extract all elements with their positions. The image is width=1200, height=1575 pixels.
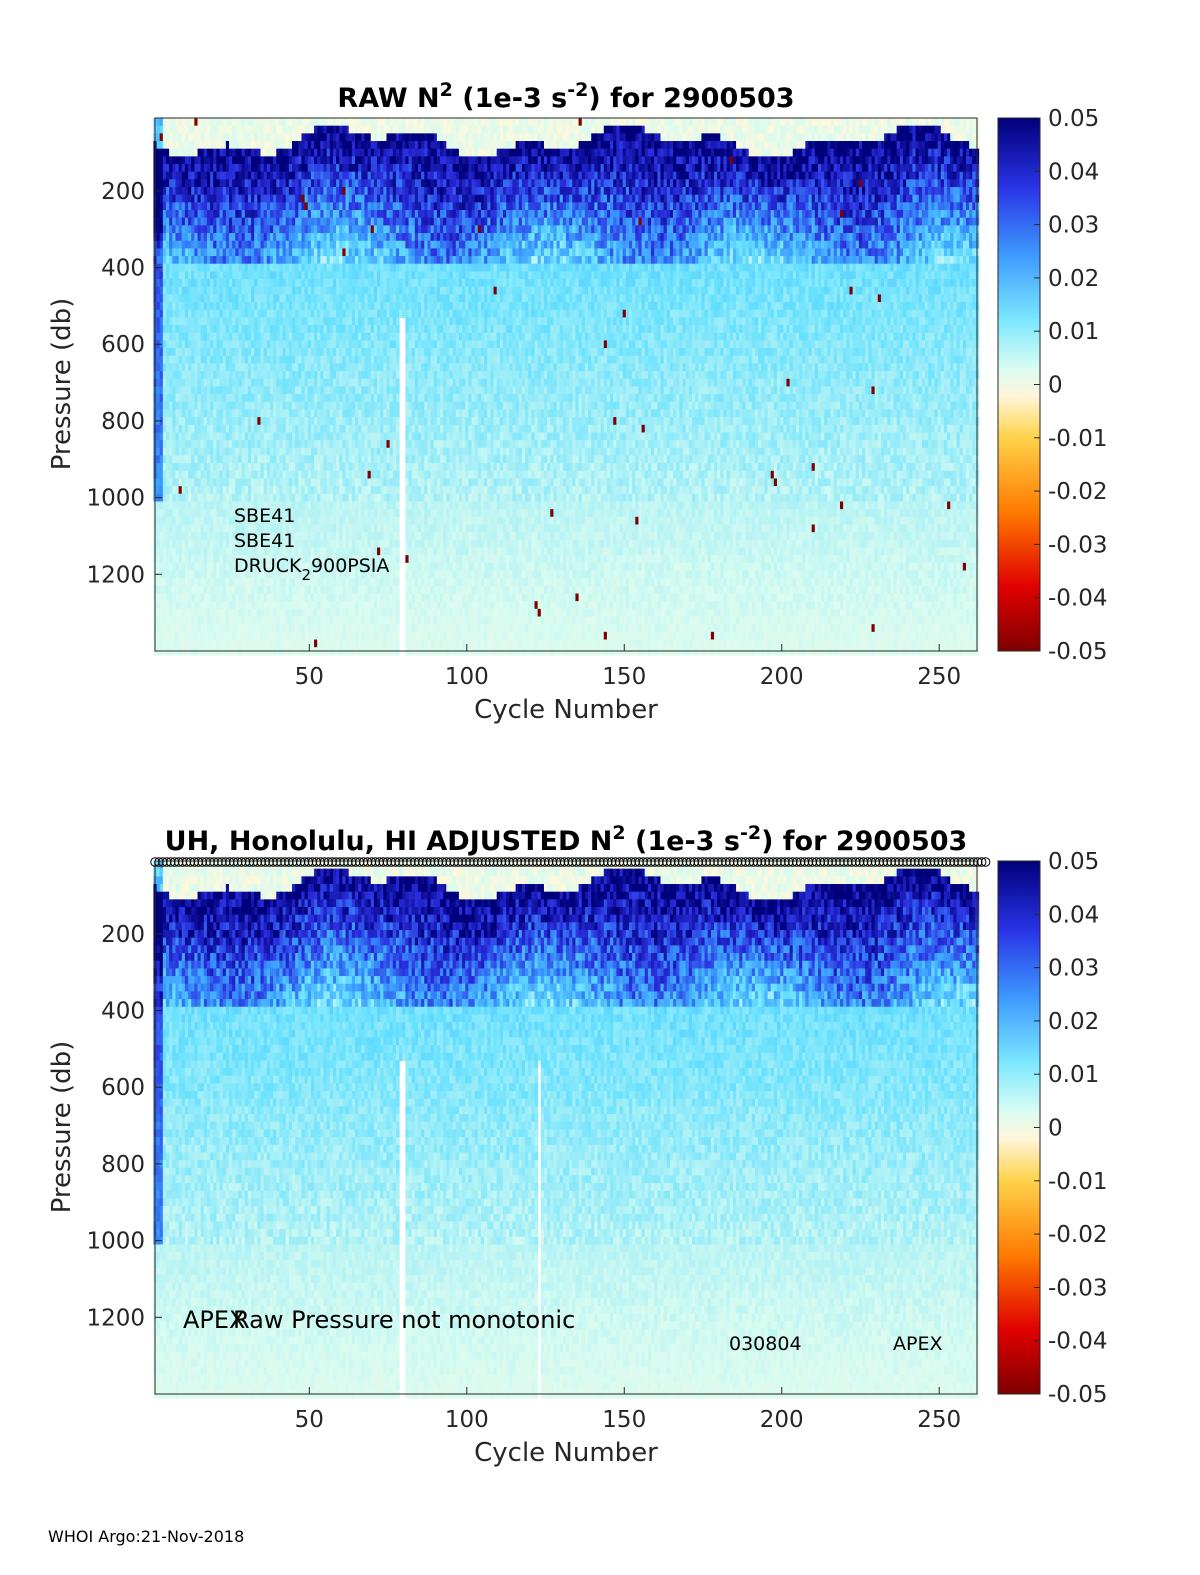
raw-chart-title: RAW N2 (1e-3 s-2) for 2900503 — [337, 79, 794, 114]
figure: RAW N2 (1e-3 s-2) for 2900503 50 100 150 20… — [0, 0, 1200, 1575]
raw-n2-panel: RAW N2 (1e-3 s-2) for 2900503 50 100 150 20… — [47, 79, 1108, 725]
